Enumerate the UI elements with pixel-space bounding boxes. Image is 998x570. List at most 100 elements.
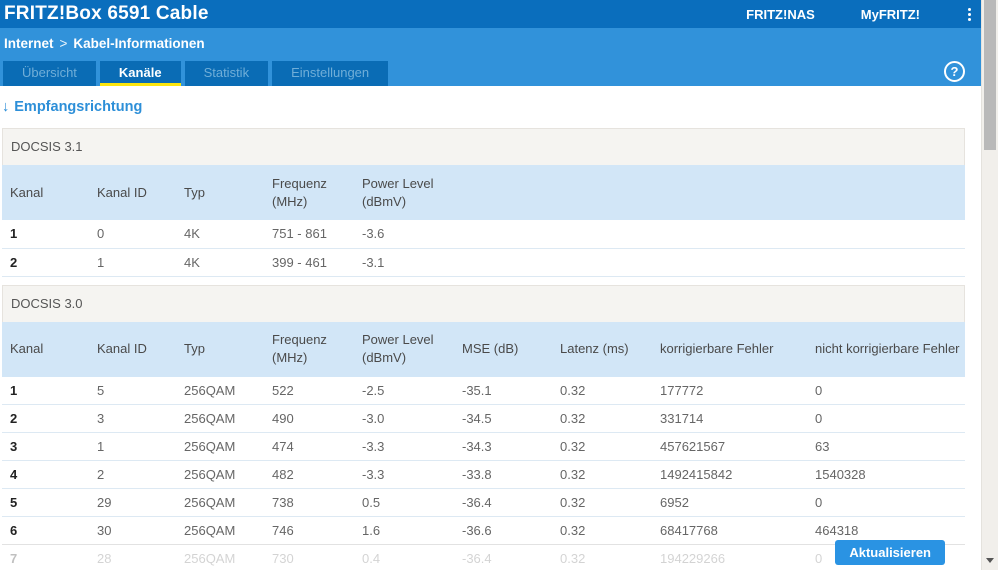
breadcrumb-kabel-informationen: Kabel-Informationen bbox=[73, 36, 204, 51]
table-cell: 194229266 bbox=[652, 545, 807, 570]
table-cell: 474 bbox=[264, 433, 354, 461]
column-header: Latenz (ms) bbox=[552, 322, 652, 377]
table-row: 42256QAM482-3.3-33.80.321492415842154032… bbox=[2, 461, 965, 489]
table-cell: 256QAM bbox=[176, 461, 264, 489]
column-header: MSE (dB) bbox=[454, 322, 552, 377]
column-header: Power Level(dBmV) bbox=[354, 322, 454, 377]
table-row: 529256QAM7380.5-36.40.3269520 bbox=[2, 489, 965, 517]
tab-kanaele[interactable]: Kanäle bbox=[100, 61, 181, 86]
section-heading: ↓ Empfangsrichtung bbox=[2, 99, 965, 115]
table-cell: 29 bbox=[89, 489, 176, 517]
docsis31-table-head: KanalKanal IDTypFrequenz (MHz)Power Leve… bbox=[2, 165, 965, 220]
help-icon[interactable]: ? bbox=[944, 61, 965, 82]
column-header: nicht korrigierbare Fehler bbox=[807, 322, 965, 377]
table-cell: 2 bbox=[89, 461, 176, 489]
column-header: Frequenz (MHz) bbox=[264, 322, 354, 377]
table-cell: 0.32 bbox=[552, 545, 652, 570]
table-cell: -35.1 bbox=[454, 377, 552, 405]
tab-einstellungen[interactable]: Einstellungen bbox=[272, 61, 388, 86]
table-cell: 6 bbox=[2, 517, 89, 545]
column-header: Typ bbox=[176, 165, 264, 220]
table-cell: 738 bbox=[264, 489, 354, 517]
table-cell: 0.32 bbox=[552, 517, 652, 545]
table-cell: 256QAM bbox=[176, 545, 264, 570]
table-cell: 256QAM bbox=[176, 489, 264, 517]
column-header: Kanal ID bbox=[89, 322, 176, 377]
table-cell: 4 bbox=[2, 461, 89, 489]
table-cell: 63 bbox=[807, 433, 965, 461]
tab-uebersicht[interactable]: Übersicht bbox=[3, 61, 96, 86]
table-cell: 746 bbox=[264, 517, 354, 545]
table-cell: 1 bbox=[2, 220, 89, 248]
section-gap bbox=[2, 277, 965, 285]
table-cell: 522 bbox=[264, 377, 354, 405]
table-cell: 7 bbox=[2, 545, 89, 570]
table-cell: 30 bbox=[89, 517, 176, 545]
table-row: 15256QAM522-2.5-35.10.321777720 bbox=[2, 377, 965, 405]
table-cell: 1.6 bbox=[354, 517, 454, 545]
table-cell: 1 bbox=[89, 433, 176, 461]
table-cell: -3.6 bbox=[354, 220, 965, 248]
table-cell: 5 bbox=[89, 377, 176, 405]
docsis31-table-body: 104K751 - 861-3.6214K399 - 461-3.1 bbox=[2, 220, 965, 276]
top-bar: FRITZ!Box 6591 Cable FRITZ!NAS MyFRITZ! bbox=[0, 0, 981, 28]
table-cell: 0 bbox=[807, 405, 965, 433]
column-header: Power Level(dBmV) bbox=[354, 165, 965, 220]
table-cell: 751 - 861 bbox=[264, 220, 354, 248]
table-row: 630256QAM7461.6-36.60.3268417768464318 bbox=[2, 517, 965, 545]
breadcrumb: Internet > Kabel-Informationen bbox=[0, 28, 981, 58]
table-cell: -2.5 bbox=[354, 377, 454, 405]
scrollbar-down-arrow-icon[interactable] bbox=[986, 558, 994, 563]
table-cell: 0.32 bbox=[552, 405, 652, 433]
table-cell: 730 bbox=[264, 545, 354, 570]
myfritz-link[interactable]: MyFRITZ! bbox=[861, 7, 920, 22]
breadcrumb-separator: > bbox=[60, 36, 68, 51]
table-cell: 482 bbox=[264, 461, 354, 489]
table-cell: 4K bbox=[176, 248, 264, 276]
kebab-menu-icon[interactable] bbox=[966, 6, 973, 23]
table-row: 728256QAM7300.4-36.40.321942292660 bbox=[2, 545, 965, 570]
docsis30-table: KanalKanal IDTypFrequenz (MHz)Power Leve… bbox=[2, 322, 965, 570]
breadcrumb-internet[interactable]: Internet bbox=[4, 36, 54, 51]
aktualisieren-button[interactable]: Aktualisieren bbox=[835, 540, 945, 565]
table-cell: 2 bbox=[2, 405, 89, 433]
table-cell: 28 bbox=[89, 545, 176, 570]
column-header: Kanal ID bbox=[89, 165, 176, 220]
table-cell: 0.32 bbox=[552, 377, 652, 405]
down-arrow-icon: ↓ bbox=[2, 99, 9, 115]
table-row: 214K399 - 461-3.1 bbox=[2, 248, 965, 276]
tab-statistik[interactable]: Statistik bbox=[185, 61, 269, 86]
docsis30-section-title: DOCSIS 3.0 bbox=[2, 285, 965, 322]
table-cell: 0.32 bbox=[552, 433, 652, 461]
table-cell: 0.5 bbox=[354, 489, 454, 517]
table-cell: 256QAM bbox=[176, 405, 264, 433]
table-cell: 331714 bbox=[652, 405, 807, 433]
table-cell: -36.4 bbox=[454, 545, 552, 570]
fritznas-link[interactable]: FRITZ!NAS bbox=[746, 7, 815, 22]
table-cell: 6952 bbox=[652, 489, 807, 517]
table-cell: -34.5 bbox=[454, 405, 552, 433]
column-header: Frequenz (MHz) bbox=[264, 165, 354, 220]
router-admin-page: FRITZ!Box 6591 Cable FRITZ!NAS MyFRITZ! … bbox=[0, 0, 981, 570]
main-content: ↓ Empfangsrichtung DOCSIS 3.1 KanalKanal… bbox=[0, 86, 981, 570]
table-cell: 256QAM bbox=[176, 433, 264, 461]
column-header: korrigierbare Fehler bbox=[652, 322, 807, 377]
table-cell: 256QAM bbox=[176, 517, 264, 545]
device-title: FRITZ!Box 6591 Cable bbox=[4, 3, 209, 25]
column-header: Kanal bbox=[2, 322, 89, 377]
table-cell: 2 bbox=[2, 248, 89, 276]
table-cell: 1 bbox=[2, 377, 89, 405]
table-cell: 1540328 bbox=[807, 461, 965, 489]
column-header: Typ bbox=[176, 322, 264, 377]
sub-header: Internet > Kabel-Informationen ? Übersic… bbox=[0, 28, 981, 86]
table-cell: 490 bbox=[264, 405, 354, 433]
vertical-scrollbar[interactable] bbox=[981, 0, 998, 570]
tab-bar: Übersicht Kanäle Statistik Einstellungen bbox=[0, 58, 981, 86]
table-row: 23256QAM490-3.0-34.50.323317140 bbox=[2, 405, 965, 433]
table-cell: 399 - 461 bbox=[264, 248, 354, 276]
docsis30-table-head: KanalKanal IDTypFrequenz (MHz)Power Leve… bbox=[2, 322, 965, 377]
table-cell: -36.4 bbox=[454, 489, 552, 517]
scrollbar-thumb[interactable] bbox=[984, 0, 996, 150]
table-row: 104K751 - 861-3.6 bbox=[2, 220, 965, 248]
table-cell: 0 bbox=[807, 377, 965, 405]
